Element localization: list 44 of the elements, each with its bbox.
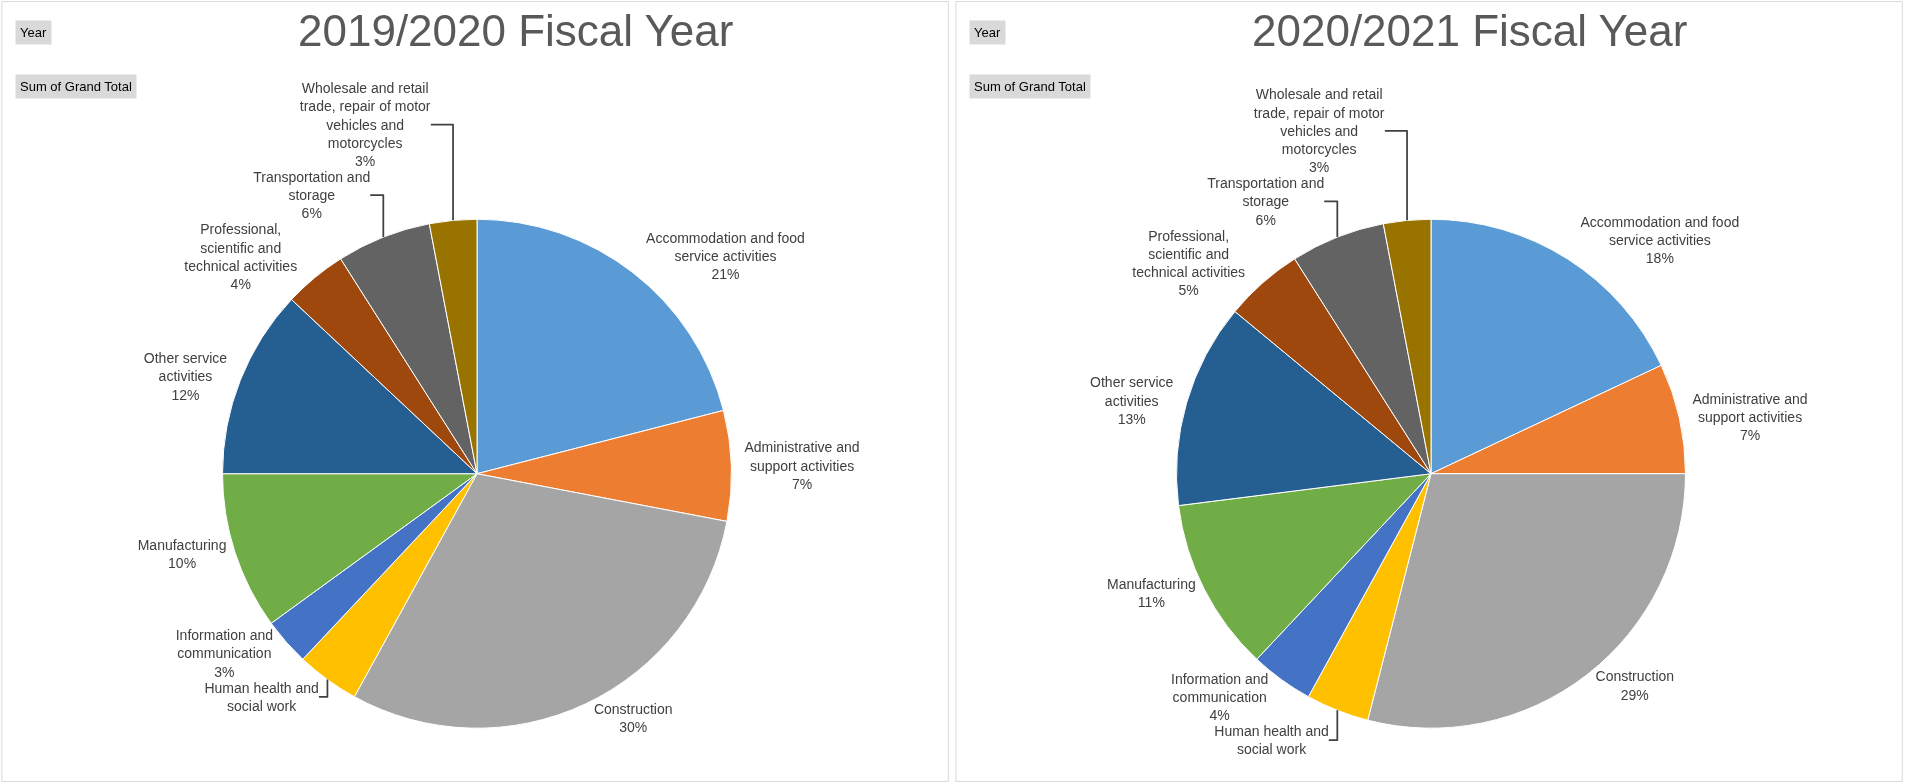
data-label: 13%	[1117, 410, 1146, 427]
chart-title: 2020/2021 Fiscal Year	[1252, 6, 1688, 55]
data-label: 3%	[355, 152, 376, 169]
data-label: 30%	[619, 719, 648, 736]
data-label: 7%	[1739, 427, 1761, 444]
slice-label: Construction	[593, 700, 673, 717]
slice-label: Wholesale and retail trade, repair of motor vehicles and motorcycles	[299, 80, 431, 151]
data-label: 7%	[791, 475, 813, 492]
text: Sum of Grand Total	[20, 79, 132, 94]
slice-label: Professional, scientific and technical activities	[1132, 227, 1246, 281]
data-label: 3%	[1309, 159, 1330, 176]
data-label: 12%	[171, 386, 200, 403]
slice-label: Information and communication	[175, 627, 274, 662]
data-label: 5%	[1178, 282, 1199, 299]
data-label: 11%	[1137, 593, 1165, 610]
data-label: 10%	[168, 555, 197, 572]
data-label: 21%	[711, 266, 740, 283]
slice-label: Administrative and support activities	[1692, 390, 1808, 425]
slice-label: Information and communication	[1171, 670, 1269, 705]
slice-label: Other service activities	[1090, 374, 1174, 409]
slice-label: Transportation and storage	[1207, 175, 1325, 210]
slice-label: Administrative and support activities	[744, 439, 860, 474]
text: Year	[974, 25, 1001, 40]
text: Sum of Grand Total	[974, 79, 1086, 94]
data-label: 4%	[1209, 706, 1230, 723]
slice-label: Accommodation and food service activities	[646, 230, 805, 265]
slice-label: Other service activities	[143, 350, 228, 385]
text: Year	[20, 25, 47, 40]
data-label: 18%	[1645, 250, 1674, 267]
data-label: 29%	[1620, 686, 1649, 703]
slice-label: Wholesale and retail trade, repair of motor vehicles and motorcycles	[1253, 86, 1385, 158]
slice-label: Accommodation and food service activities	[1580, 213, 1740, 249]
data-label: 6%	[301, 205, 322, 222]
slice-label: Human health and social work	[204, 679, 319, 714]
slice-label: Human health and social work	[1214, 722, 1329, 758]
data-label: 3%	[214, 663, 235, 680]
chart-title: 2019/2020 Fiscal Year	[298, 6, 734, 55]
data-label: 4%	[230, 275, 251, 292]
slice-label: Professional, scientific and technical activities	[184, 221, 298, 274]
data-label: 6%	[1255, 211, 1276, 228]
slice-label: Transportation and storage	[253, 168, 371, 204]
slice-label: Construction	[1595, 668, 1675, 685]
slice-label: Manufacturing	[137, 536, 227, 553]
slice-label: Manufacturing	[1106, 575, 1196, 592]
